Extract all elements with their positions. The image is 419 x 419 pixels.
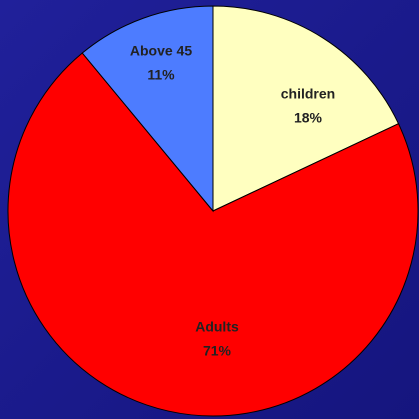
slice-label: children — [281, 86, 335, 102]
pie-slice — [81, 5, 214, 213]
pie: children 18% Adults 71% Above 45 11% — [7, 5, 419, 417]
pie-slice — [7, 52, 419, 417]
slice-value-label: 71% — [203, 343, 232, 359]
slice-value-label: 18% — [294, 110, 323, 126]
pie-slice — [212, 5, 400, 212]
slice-label: Adults — [195, 319, 239, 335]
slice-label: Above 45 — [130, 43, 192, 59]
slice-value-label: 11% — [147, 67, 175, 83]
